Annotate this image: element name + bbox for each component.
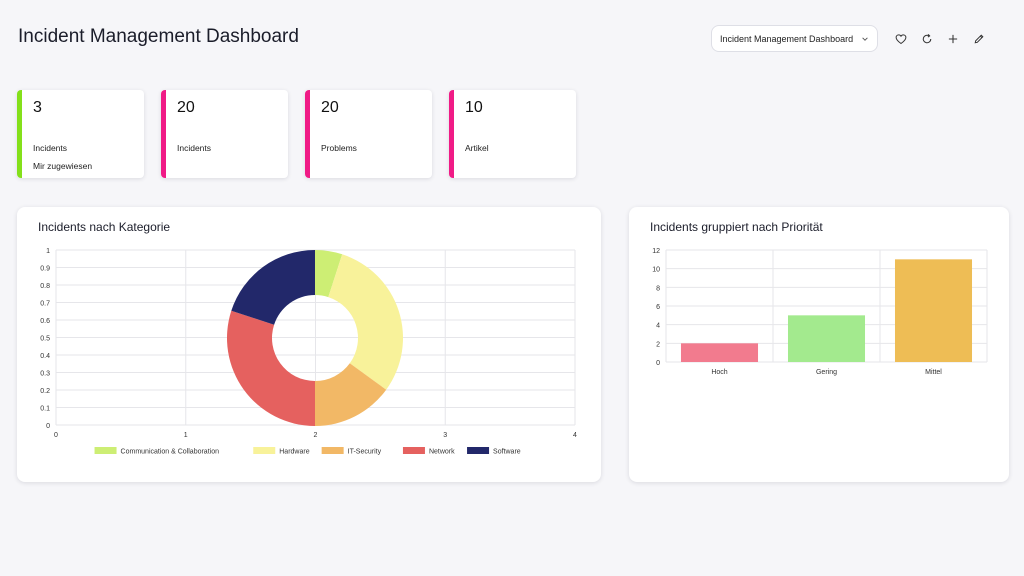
kpi-card-incidents[interactable]: 20 Incidents bbox=[161, 90, 288, 178]
favorite-button[interactable] bbox=[888, 26, 914, 52]
y-tick-label: 0.1 bbox=[40, 406, 50, 413]
donut-chart: 0 0.1 0.2 0.3 0.4 0.5 0.6 0.7 0.8 0.9 1 0 1 2 3 4 Commun… bbox=[40, 248, 577, 456]
toolbar: Incident Management Dashboard bbox=[711, 25, 992, 52]
donut-slice bbox=[315, 363, 387, 426]
x-tick-label: Mittel bbox=[925, 369, 942, 376]
y-tick-label: 0 bbox=[656, 360, 660, 367]
kpi-accent-bar bbox=[161, 90, 166, 178]
y-tick-label: 6 bbox=[656, 304, 660, 311]
legend-swatch bbox=[94, 447, 117, 454]
chevron-down-icon bbox=[862, 36, 868, 41]
kpi-label: Artikel bbox=[465, 143, 489, 153]
heart-icon bbox=[895, 33, 907, 44]
page-title: Incident Management Dashboard bbox=[18, 26, 299, 47]
y-tick-label: 2 bbox=[656, 341, 660, 348]
y-tick-label: 4 bbox=[656, 323, 660, 330]
legend-label: IT-Security bbox=[348, 449, 382, 456]
donut-slice bbox=[227, 310, 315, 426]
y-tick-label: 0.3 bbox=[40, 371, 50, 378]
kpi-card-articles[interactable]: 10 Artikel bbox=[449, 90, 576, 178]
y-tick-label: 8 bbox=[656, 285, 660, 292]
donut-slice bbox=[315, 250, 343, 298]
donut-slice bbox=[231, 250, 315, 325]
add-button[interactable] bbox=[940, 26, 966, 52]
incidents-by-category-card: Incidents nach Kategorie 0 0.1 0.2 0.3 0.4 0.… bbox=[17, 207, 601, 482]
x-tick-label: 2 bbox=[314, 432, 318, 439]
dashboard-select[interactable]: Incident Management Dashboard bbox=[711, 25, 878, 52]
donut-slice bbox=[328, 254, 403, 390]
y-tick-label: 12 bbox=[652, 248, 660, 255]
pencil-icon bbox=[974, 33, 984, 43]
legend-swatch bbox=[321, 447, 344, 454]
kpi-value: 3 bbox=[33, 99, 42, 116]
kpi-label: Incidents bbox=[33, 143, 68, 153]
x-tick-label: 1 bbox=[184, 432, 188, 439]
x-tick-label: 0 bbox=[54, 432, 58, 439]
legend-label: Network bbox=[429, 449, 455, 456]
legend-label: Hardware bbox=[279, 449, 309, 456]
y-tick-label: 0.4 bbox=[40, 353, 50, 360]
legend-swatch bbox=[467, 447, 490, 454]
kpi-value: 20 bbox=[177, 99, 195, 116]
x-tick-label: 4 bbox=[573, 432, 577, 439]
kpi-sublabel: Mir zugewiesen bbox=[33, 161, 93, 171]
kpi-label: Problems bbox=[321, 143, 357, 153]
kpi-accent-bar bbox=[305, 90, 310, 178]
y-tick-label: 0.9 bbox=[40, 266, 50, 273]
y-tick-label: 10 bbox=[652, 267, 660, 274]
kpi-accent-bar bbox=[17, 90, 22, 178]
legend-swatch bbox=[253, 447, 276, 454]
kpi-accent-bar bbox=[449, 90, 454, 178]
legend-label: Communication & Collaboration bbox=[121, 449, 220, 456]
dashboard-select-value: Incident Management Dashboard bbox=[720, 33, 854, 44]
y-tick-label: 1 bbox=[46, 248, 50, 255]
bar bbox=[680, 343, 759, 362]
bar-chart: 0 2 4 6 8 10 12 Hoch Gering Mittel bbox=[652, 248, 988, 376]
x-tick-label: Gering bbox=[816, 369, 837, 376]
refresh-button[interactable] bbox=[914, 26, 940, 52]
kpi-value: 20 bbox=[321, 99, 339, 116]
kpi-card-my-incidents[interactable]: 3 Incidents Mir zugewiesen bbox=[17, 90, 144, 178]
y-tick-label: 0 bbox=[46, 423, 50, 430]
incidents-by-priority-card: Incidents gruppiert nach Priorität 0 2 4 6 8… bbox=[629, 207, 1009, 482]
chart-title: Incidents gruppiert nach Priorität bbox=[650, 220, 823, 234]
legend-swatch bbox=[402, 447, 425, 454]
plus-icon bbox=[948, 34, 958, 43]
kpi-value: 10 bbox=[465, 99, 483, 116]
y-tick-label: 0.6 bbox=[40, 318, 50, 325]
chart-title: Incidents nach Kategorie bbox=[38, 220, 171, 234]
edit-button[interactable] bbox=[966, 26, 992, 52]
y-tick-label: 0.8 bbox=[40, 283, 50, 290]
bar bbox=[894, 259, 973, 362]
y-tick-label: 0.5 bbox=[40, 336, 50, 343]
x-tick-label: 3 bbox=[443, 432, 447, 439]
kpi-label: Incidents bbox=[177, 143, 212, 153]
kpi-card-problems[interactable]: 20 Problems bbox=[305, 90, 432, 178]
y-tick-label: 0.7 bbox=[40, 301, 50, 308]
refresh-icon bbox=[922, 33, 932, 43]
legend-label: Software bbox=[493, 449, 521, 456]
bar bbox=[787, 315, 866, 362]
y-tick-label: 0.2 bbox=[40, 388, 50, 395]
x-tick-label: Hoch bbox=[711, 369, 727, 376]
